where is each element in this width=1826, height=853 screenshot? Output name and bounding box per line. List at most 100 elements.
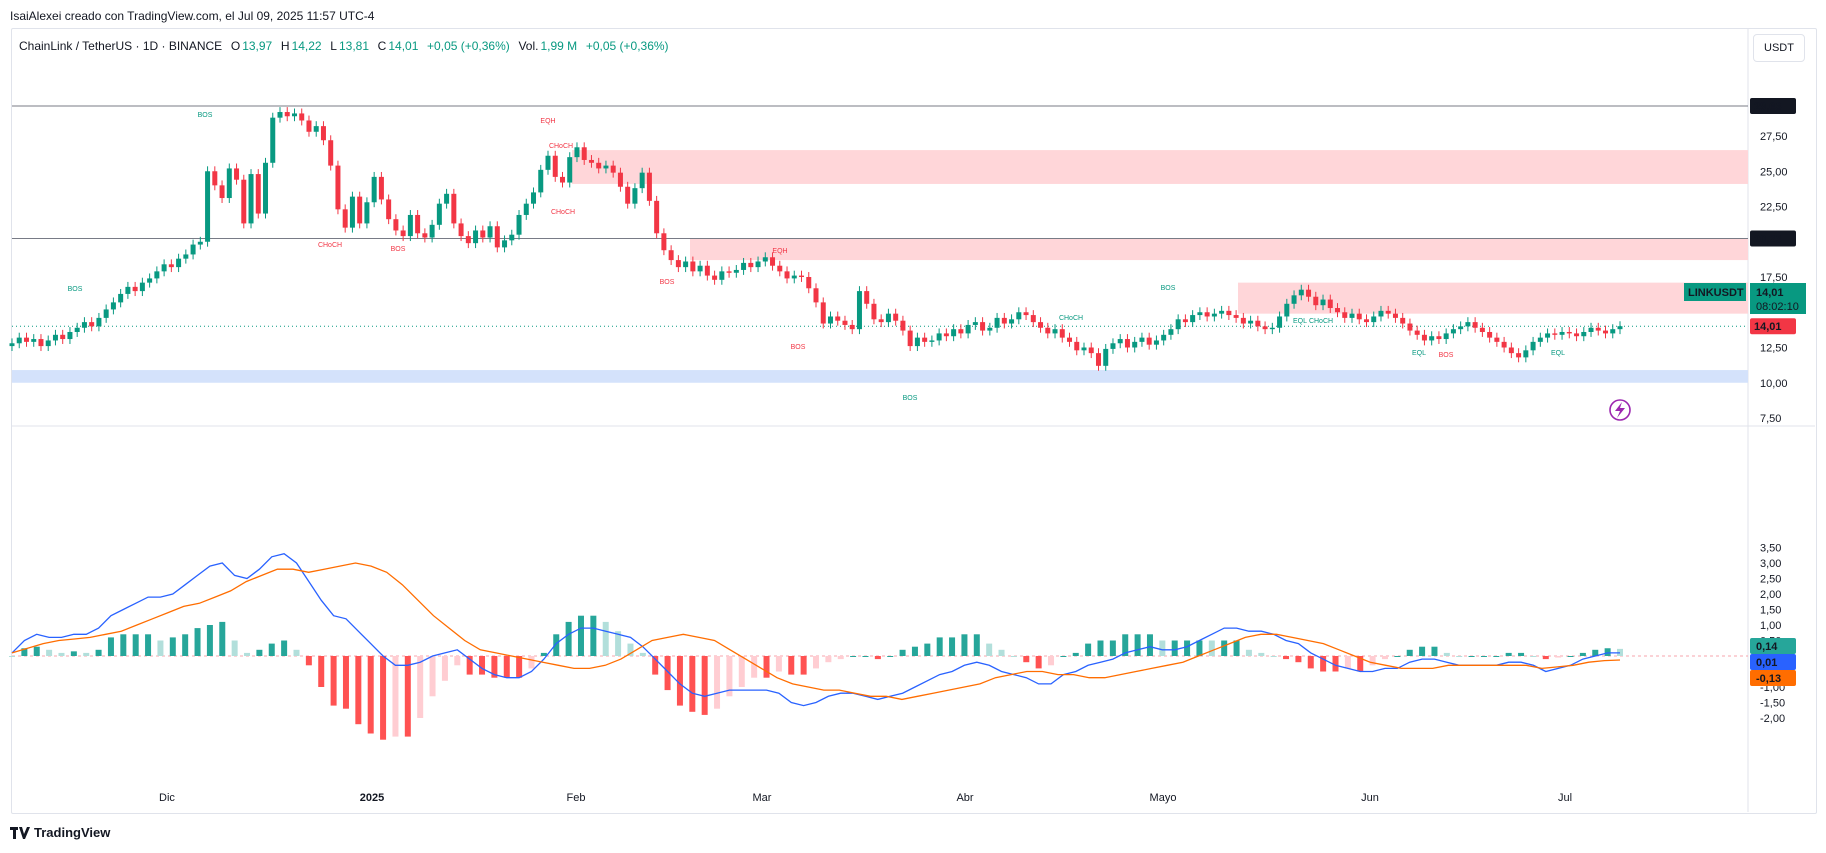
candle-body xyxy=(1074,341,1080,351)
candle-body xyxy=(668,250,674,261)
candle-body xyxy=(1038,322,1044,328)
symbol-tag-box xyxy=(1684,283,1746,301)
structure-label: CHoCH xyxy=(1309,318,1333,325)
histogram-bar xyxy=(911,646,918,656)
candle-body xyxy=(1088,347,1094,354)
candle-body xyxy=(429,224,435,238)
candle-body xyxy=(1248,320,1254,324)
histogram-bar xyxy=(973,634,980,656)
candle-body xyxy=(255,174,261,214)
histogram-bar xyxy=(58,652,65,656)
histogram-bar xyxy=(689,656,696,712)
histogram-bar xyxy=(837,656,844,660)
candle-body xyxy=(1349,313,1355,318)
candle-body xyxy=(733,269,739,273)
candle-body xyxy=(842,320,848,325)
candle-body xyxy=(1378,310,1384,317)
candle-body xyxy=(306,120,312,132)
histogram-bar xyxy=(1233,640,1240,656)
high-value: 14,22 xyxy=(291,39,322,53)
close-label: C xyxy=(377,39,387,53)
histogram-bar xyxy=(145,634,152,656)
time-tick: Jun xyxy=(1361,792,1379,804)
candle-body xyxy=(103,309,109,318)
histogram-bar xyxy=(355,656,362,725)
candle-body xyxy=(1313,296,1319,306)
candle-body xyxy=(762,257,768,262)
candle-body xyxy=(1117,339,1123,344)
signal-line xyxy=(11,562,1621,701)
currency-button[interactable]: USDT xyxy=(1753,34,1805,62)
candle-body xyxy=(270,117,276,163)
candle-body xyxy=(922,337,928,342)
candle-body xyxy=(770,257,776,266)
candle-body xyxy=(1161,334,1167,341)
candle-body xyxy=(1320,299,1326,306)
candle-body xyxy=(726,271,732,273)
candle-body xyxy=(1182,319,1188,323)
histogram-bar xyxy=(404,656,411,737)
candle-body xyxy=(806,277,812,289)
price-label-box xyxy=(1750,97,1796,114)
histogram-bar xyxy=(33,646,40,656)
low-value: 13,81 xyxy=(338,39,369,53)
histogram-bar xyxy=(1332,656,1339,672)
tradingview-logo[interactable]: TradingView xyxy=(10,825,110,840)
candle-body xyxy=(1465,322,1471,327)
macd-tick: -1,50 xyxy=(1760,698,1785,710)
histogram-bar xyxy=(1208,640,1215,656)
candle-body xyxy=(31,339,37,342)
candle-body xyxy=(1291,295,1297,304)
macd-value: -0,13 xyxy=(1756,673,1781,685)
candle-body xyxy=(943,333,949,337)
candle-body xyxy=(415,214,421,234)
candle-body xyxy=(1414,330,1420,335)
histogram-bar xyxy=(590,615,597,656)
volume-change: +0,05 (+0,36%) xyxy=(585,39,669,53)
price-tick: 7,50 xyxy=(1760,413,1781,425)
candle-body xyxy=(1407,323,1413,331)
histogram-bar xyxy=(256,649,263,656)
histogram-bar xyxy=(95,649,102,656)
candle-body xyxy=(972,322,978,325)
candle-body xyxy=(1588,327,1594,332)
volume-label: Vol. xyxy=(518,39,539,53)
histogram-bar xyxy=(330,656,337,706)
open-value: 13,97 xyxy=(242,39,273,53)
candle-body xyxy=(1262,326,1268,330)
last-price-box xyxy=(1750,283,1806,314)
histogram-bar xyxy=(479,656,486,675)
price-label-box xyxy=(1750,318,1796,335)
candle-body xyxy=(1342,312,1348,318)
candle-body xyxy=(9,343,15,347)
candle-body xyxy=(965,324,971,334)
histogram-bar xyxy=(1283,656,1290,660)
candle-body xyxy=(1443,333,1449,340)
structure-label: BOS xyxy=(660,279,675,286)
histogram-bar xyxy=(231,640,238,656)
candle-body xyxy=(1356,313,1362,320)
price-tick: 10,00 xyxy=(1760,378,1788,390)
candle-body xyxy=(1233,315,1239,318)
price-label: 29,63 xyxy=(1754,101,1782,113)
candle-body xyxy=(951,329,957,337)
histogram-bar xyxy=(342,656,349,709)
histogram-bar xyxy=(540,652,547,656)
candle-body xyxy=(914,337,920,347)
candle-body xyxy=(596,162,602,169)
lightning-icon xyxy=(1615,402,1625,418)
histogram-bar xyxy=(1097,640,1104,656)
histogram-bar xyxy=(392,656,399,737)
histogram-bar xyxy=(9,656,15,657)
candle-body xyxy=(864,291,870,304)
price-tick: 27,50 xyxy=(1760,131,1788,143)
candle-body xyxy=(118,293,124,303)
symbol-title[interactable]: ChainLink / TetherUS · 1D · BINANCE xyxy=(19,39,223,53)
macd-value: 0,01 xyxy=(1756,657,1777,669)
candle-body xyxy=(574,147,580,158)
histogram-bar xyxy=(1060,656,1067,657)
histogram-bar xyxy=(466,656,473,675)
macd-tick: 3,00 xyxy=(1760,558,1781,570)
structure-label: CHoCH xyxy=(549,143,573,150)
